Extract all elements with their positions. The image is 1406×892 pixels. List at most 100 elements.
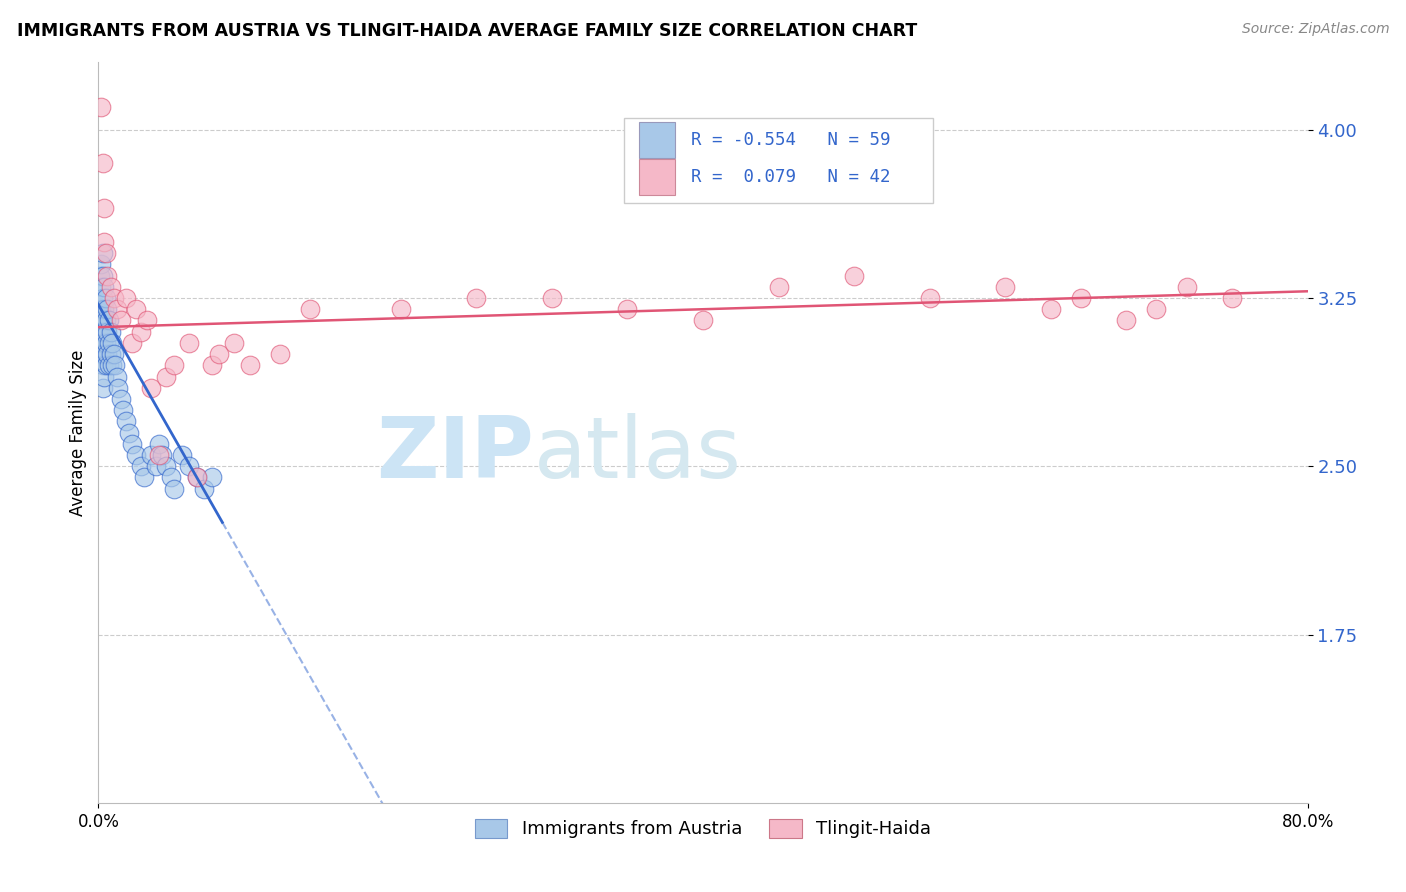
Point bbox=[129, 459, 152, 474]
Point bbox=[101, 359, 124, 373]
Point bbox=[93, 347, 115, 361]
Point bbox=[90, 347, 112, 361]
Point bbox=[93, 369, 115, 384]
Point bbox=[110, 313, 132, 327]
Point bbox=[1115, 313, 1137, 327]
Point bbox=[110, 392, 132, 406]
Point bbox=[844, 268, 866, 283]
Point bbox=[103, 347, 125, 361]
Text: R = -0.554   N = 59: R = -0.554 N = 59 bbox=[690, 131, 890, 149]
Text: Source: ZipAtlas.com: Source: ZipAtlas.com bbox=[1241, 22, 1389, 37]
Point bbox=[111, 403, 134, 417]
Point bbox=[96, 325, 118, 339]
Point bbox=[94, 291, 117, 305]
Point bbox=[90, 280, 112, 294]
Point bbox=[201, 470, 224, 484]
FancyBboxPatch shape bbox=[638, 160, 675, 195]
Point bbox=[692, 313, 714, 327]
Point bbox=[148, 448, 170, 462]
Point bbox=[389, 302, 412, 317]
Point bbox=[145, 459, 167, 474]
Point bbox=[1175, 280, 1198, 294]
Point bbox=[105, 302, 128, 317]
Point bbox=[91, 268, 114, 283]
Point bbox=[150, 448, 173, 462]
Point bbox=[93, 235, 115, 249]
Point bbox=[100, 280, 122, 294]
Point bbox=[100, 325, 122, 339]
Point bbox=[465, 291, 488, 305]
Point bbox=[100, 347, 122, 361]
Point bbox=[170, 448, 193, 462]
Point bbox=[93, 201, 115, 215]
Point bbox=[540, 291, 562, 305]
Point bbox=[1070, 291, 1092, 305]
Point bbox=[208, 347, 231, 361]
Point bbox=[89, 325, 111, 339]
Point bbox=[89, 347, 111, 361]
Point bbox=[90, 325, 112, 339]
Point bbox=[1144, 302, 1167, 317]
Point bbox=[114, 291, 136, 305]
Point bbox=[96, 268, 118, 283]
Legend: Immigrants from Austria, Tlingit-Haida: Immigrants from Austria, Tlingit-Haida bbox=[468, 812, 938, 846]
Point bbox=[186, 470, 208, 484]
Point bbox=[163, 482, 186, 496]
Point bbox=[94, 335, 117, 350]
Point bbox=[91, 156, 114, 170]
Point bbox=[94, 359, 117, 373]
Point bbox=[98, 313, 121, 327]
Point bbox=[96, 302, 118, 317]
Point bbox=[179, 459, 201, 474]
Point bbox=[1220, 291, 1243, 305]
Point bbox=[98, 359, 121, 373]
Point bbox=[114, 414, 136, 428]
Point bbox=[118, 425, 141, 440]
Point bbox=[994, 280, 1017, 294]
Point bbox=[129, 325, 152, 339]
Point bbox=[141, 381, 163, 395]
Point bbox=[90, 100, 112, 114]
Point bbox=[768, 280, 790, 294]
Point bbox=[93, 280, 115, 294]
Point bbox=[1039, 302, 1062, 317]
Text: IMMIGRANTS FROM AUSTRIA VS TLINGIT-HAIDA AVERAGE FAMILY SIZE CORRELATION CHART: IMMIGRANTS FROM AUSTRIA VS TLINGIT-HAIDA… bbox=[17, 22, 917, 40]
Y-axis label: Average Family Size: Average Family Size bbox=[69, 350, 87, 516]
Point bbox=[132, 470, 155, 484]
Point bbox=[616, 302, 638, 317]
Point bbox=[155, 369, 177, 384]
Point bbox=[98, 335, 121, 350]
Point bbox=[90, 257, 112, 271]
Point bbox=[90, 302, 112, 317]
Point bbox=[179, 335, 201, 350]
Point bbox=[299, 302, 322, 317]
Point bbox=[101, 335, 124, 350]
Point bbox=[125, 448, 148, 462]
Point bbox=[94, 313, 117, 327]
Point bbox=[94, 246, 117, 260]
Point bbox=[91, 335, 114, 350]
Point bbox=[91, 246, 114, 260]
FancyBboxPatch shape bbox=[624, 118, 932, 203]
Point bbox=[121, 335, 143, 350]
Point bbox=[91, 291, 114, 305]
Point bbox=[155, 459, 177, 474]
Point bbox=[201, 359, 224, 373]
Point bbox=[163, 359, 186, 373]
Point bbox=[91, 359, 114, 373]
Point bbox=[193, 482, 215, 496]
Point bbox=[104, 359, 127, 373]
Point bbox=[89, 268, 111, 283]
Point bbox=[224, 335, 246, 350]
Point bbox=[121, 437, 143, 451]
Point bbox=[160, 470, 183, 484]
Point bbox=[239, 359, 262, 373]
Point bbox=[918, 291, 941, 305]
Point bbox=[141, 448, 163, 462]
Text: atlas: atlas bbox=[534, 413, 742, 496]
Point bbox=[91, 381, 114, 395]
Point bbox=[91, 313, 114, 327]
Point bbox=[107, 381, 129, 395]
Point bbox=[96, 347, 118, 361]
Point bbox=[93, 302, 115, 317]
